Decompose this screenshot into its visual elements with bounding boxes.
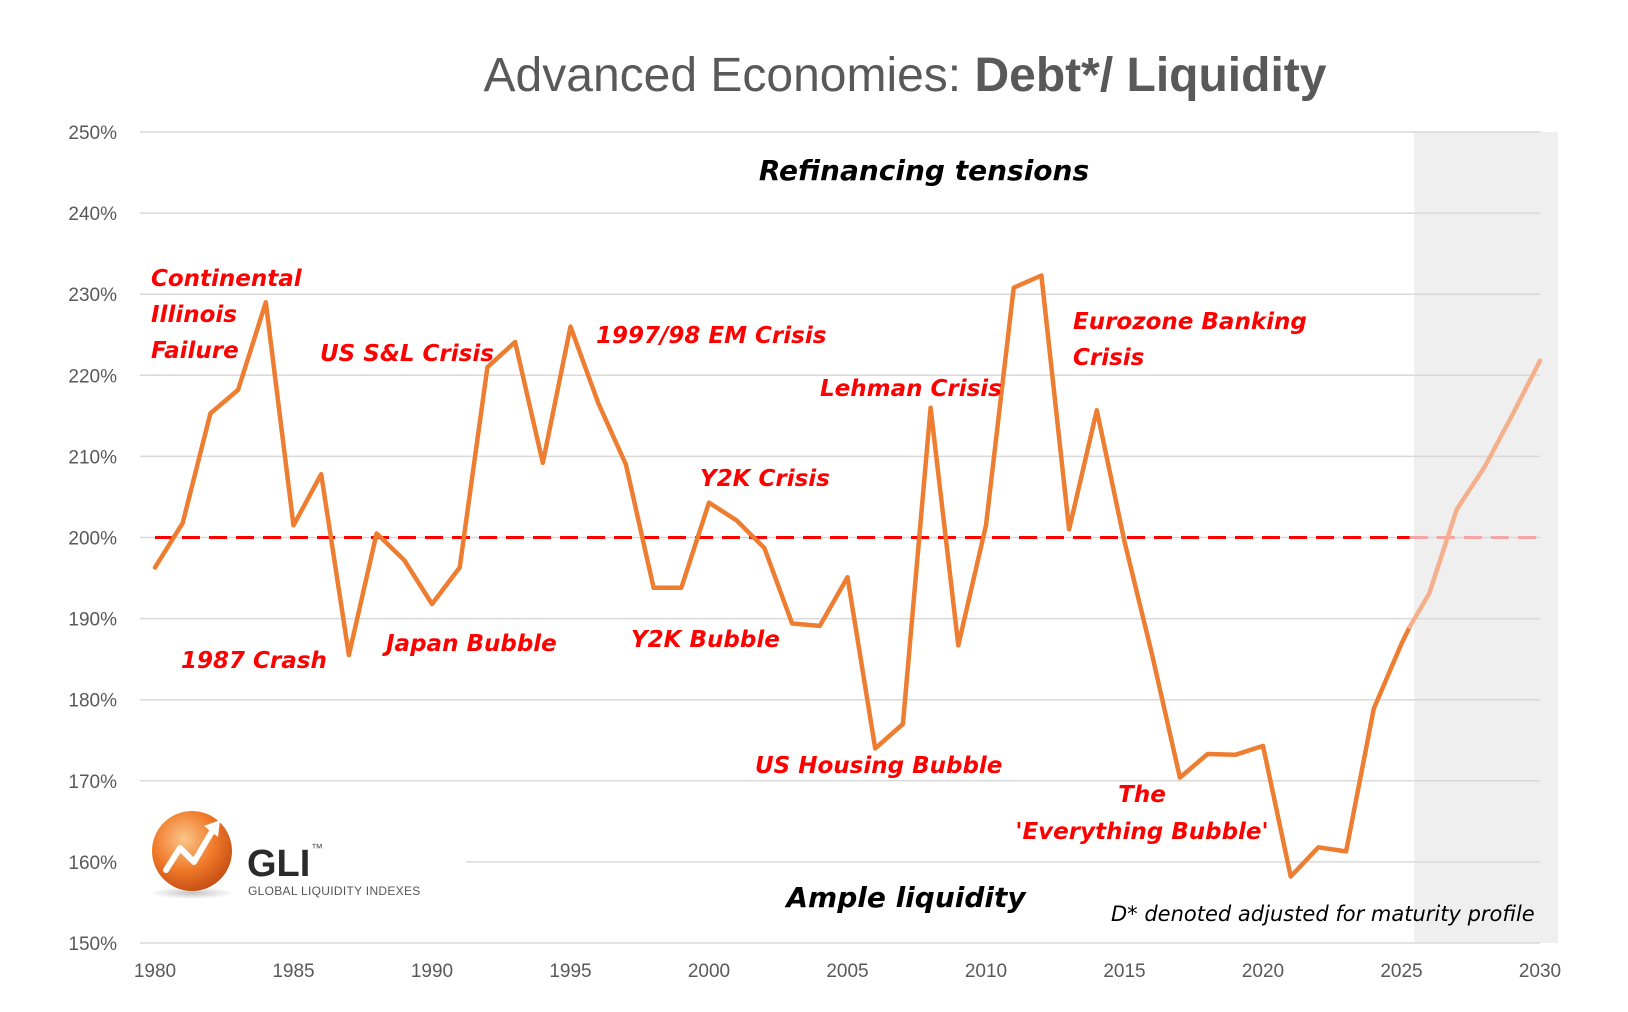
annotation-japan: Japan Bubble (382, 631, 557, 657)
y-tick-label: 150% (68, 934, 117, 955)
x-axis-ticks: 1980 1985 1990 1995 2000 2005 2010 2015 2020 2025… (134, 961, 1561, 982)
y-tick-label: 250% (68, 123, 117, 144)
logo-name: GLI (247, 843, 310, 885)
annotation-eurozone-2: Crisis (1073, 345, 1144, 371)
annotation-continental-3: Failure (151, 338, 239, 364)
y-axis-ticks: 150% 160% 170% 180% 190% 200% 210% 220% 230% 240%… (68, 123, 117, 955)
footnote: D* denoted adjusted for maturity profile (1111, 902, 1535, 926)
logo-shadow (150, 887, 234, 899)
logo-arrowhead-icon (204, 820, 220, 837)
x-tick-label: 2000 (688, 961, 730, 982)
annotation-em-crisis: 1997/98 EM Crisis (596, 323, 826, 349)
y-tick-label: 170% (68, 772, 117, 793)
annotation-lehman: Lehman Crisis (820, 376, 1002, 402)
y-tick-label: 240% (68, 204, 117, 225)
series-line-debt-liquidity (152, 273, 1413, 879)
x-tick-label: 2005 (826, 961, 868, 982)
x-tick-label: 2010 (965, 961, 1007, 982)
annotation-eurozone-1: Eurozone Banking (1073, 309, 1307, 335)
y-tick-label: 200% (68, 529, 117, 550)
x-tick-label: 2020 (1242, 961, 1284, 982)
annotation-1987-crash: 1987 Crash (181, 648, 327, 674)
chart-title-bold: Debt*/ Liquidity (974, 49, 1327, 102)
zone-label-ample: Ample liquidity (784, 881, 1027, 914)
annotation-y2k-bubble: Y2K Bubble (631, 627, 780, 653)
y-tick-label: 210% (68, 447, 117, 468)
y-tick-label: 160% (68, 853, 117, 874)
annotation-everything-1: The (1118, 782, 1166, 808)
series-lines (152, 273, 1543, 879)
series-line-projection (1407, 358, 1543, 629)
annotation-everything-2: 'Everything Bubble' (1015, 819, 1268, 845)
x-tick-label: 1995 (549, 961, 591, 982)
x-tick-label: 1990 (411, 961, 453, 982)
x-tick-label: 2030 (1519, 961, 1561, 982)
x-tick-label: 1985 (272, 961, 314, 982)
y-tick-label: 190% (68, 610, 117, 631)
logo-subtitle: GLOBAL LIQUIDITY INDEXES (248, 884, 421, 898)
annotation-continental-1: Continental (151, 266, 303, 292)
zone-label-refinancing: Refinancing tensions (759, 154, 1089, 187)
chart-title-regular: Advanced Economies: (483, 49, 975, 102)
x-tick-label: 1980 (134, 961, 176, 982)
gli-logo: GLI ™ GLOBAL LIQUIDITY INDEXES (150, 811, 421, 899)
logo-trademark: ™ (311, 841, 323, 855)
y-tick-label: 230% (68, 285, 117, 306)
x-tick-label: 2015 (1103, 961, 1145, 982)
x-tick-label: 2025 (1380, 961, 1422, 982)
gli-logo-icon (152, 811, 232, 891)
annotation-us-housing: US Housing Bubble (755, 753, 1002, 779)
y-tick-label: 180% (68, 691, 117, 712)
annotation-continental-2: Illinois (151, 302, 237, 328)
logo-arrow-icon (163, 825, 217, 873)
y-tick-label: 220% (68, 366, 117, 387)
annotation-y2k-crisis: Y2K Crisis (700, 466, 830, 492)
chart-title: Advanced Economies: Debt*/ Liquidity (0, 48, 1628, 103)
annotation-us-sl: US S&L Crisis (320, 341, 494, 367)
gridlines (140, 131, 1540, 944)
